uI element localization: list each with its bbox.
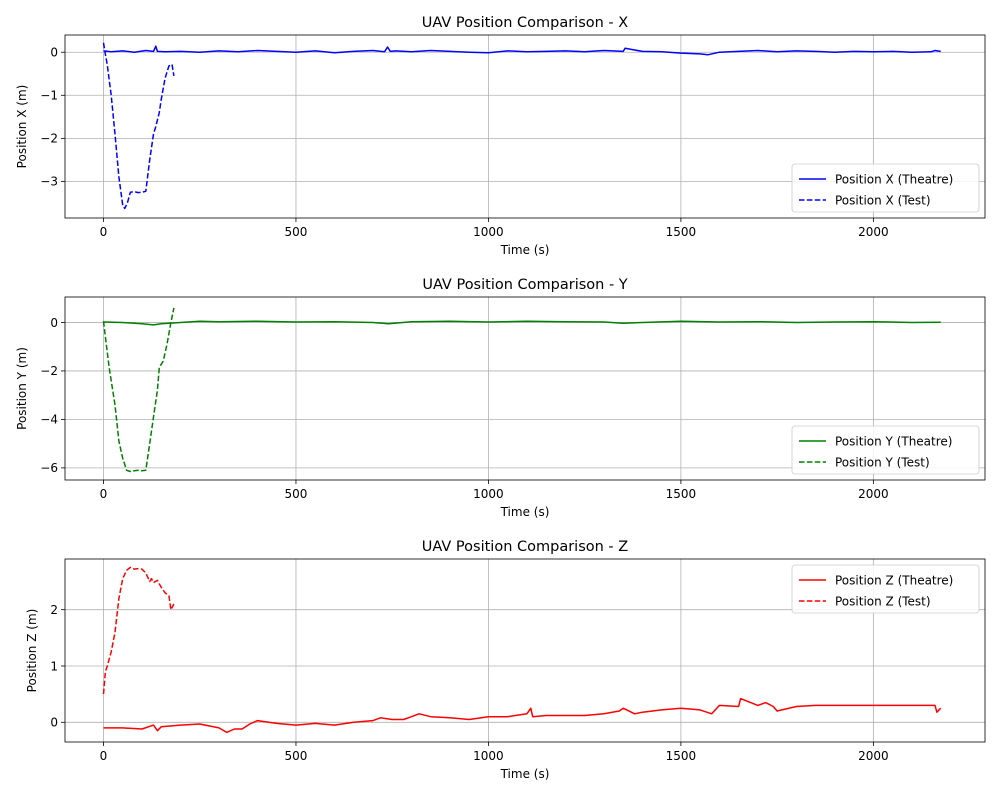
y-tick-label: 1 [50, 659, 58, 673]
plot-frame [64, 296, 986, 481]
x-tick-label: 500 [285, 749, 308, 763]
legend-label: Position X (Test) [835, 193, 931, 207]
legend-label: Position X (Theatre) [835, 172, 953, 186]
y-tick-label: 0 [50, 46, 58, 60]
series-line-theatre [103, 45, 941, 56]
chart-title: UAV Position Comparison - Y [422, 277, 627, 293]
y-tick-label: 0 [50, 716, 58, 730]
series-line-theatre [103, 320, 941, 326]
series-line-test [102, 566, 175, 695]
legend-label: Position Y (Theatre) [835, 434, 952, 448]
series-line-test [102, 42, 175, 210]
y-tick-label: −1 [40, 89, 58, 103]
y-tick-label: −3 [40, 175, 58, 189]
legend-label: Position Z (Test) [835, 594, 931, 608]
x-axis-label: Time (s) [500, 767, 550, 781]
plot-frame [64, 558, 986, 743]
y-axis-label: Position Y (m) [15, 347, 29, 430]
x-tick-label: 1000 [473, 225, 504, 239]
gridlines [65, 559, 985, 742]
x-axis-label: Time (s) [500, 505, 550, 519]
legend-box [791, 163, 980, 213]
y-tick-label: −4 [40, 413, 58, 427]
chart-panel-1: 0 500 1000 1500 2000 0 −2 −4 −6 UAV Position Comp… [15, 277, 986, 519]
y-tick-label: −6 [40, 461, 58, 475]
series-line-test [102, 307, 175, 473]
y-axis-label: Position X (m) [15, 85, 29, 169]
x-axis-label: Time (s) [500, 243, 550, 257]
chart-title: UAV Position Comparison - X [422, 15, 628, 31]
x-tick-label: 0 [100, 225, 108, 239]
x-tick-label: 0 [100, 749, 108, 763]
legend-label: Position Z (Theatre) [835, 573, 953, 587]
chart-title: UAV Position Comparison - Z [422, 539, 628, 555]
x-tick-label: 500 [285, 225, 308, 239]
legend: Position Y (Theatre) Position Y (Test) [791, 425, 980, 475]
legend: Position X (Theatre) Position X (Test) [791, 163, 980, 213]
x-tick-label: 2000 [858, 749, 889, 763]
legend-label: Position Y (Test) [835, 455, 930, 469]
chart-panel-0: 0 500 1000 1500 2000 0 −1 −2 −3 UAV Position Comp… [15, 15, 986, 257]
x-tick-label: 1500 [666, 749, 697, 763]
chart-panel-2: 0 500 1000 1500 2000 0 1 2 UAV Position Comparis… [25, 539, 986, 781]
y-tick-label: −2 [40, 364, 58, 378]
x-tick-label: 2000 [858, 487, 889, 501]
plot-frame [64, 34, 986, 219]
x-tick-label: 2000 [858, 225, 889, 239]
x-tick-label: 1500 [666, 487, 697, 501]
series-line-theatre [103, 697, 942, 734]
x-tick-label: 500 [285, 487, 308, 501]
x-tick-label: 1000 [473, 487, 504, 501]
y-tick-label: −2 [40, 132, 58, 146]
y-tick-label: 0 [50, 316, 58, 330]
x-tick-label: 1000 [473, 749, 504, 763]
legend: Position Z (Theatre) Position Z (Test) [791, 564, 980, 614]
x-tick-label: 1500 [666, 225, 697, 239]
y-tick-label: 2 [50, 603, 58, 617]
legend-box [791, 425, 980, 475]
legend-box [791, 564, 980, 614]
y-axis-label: Position Z (m) [25, 609, 39, 693]
x-tick-label: 0 [100, 487, 108, 501]
